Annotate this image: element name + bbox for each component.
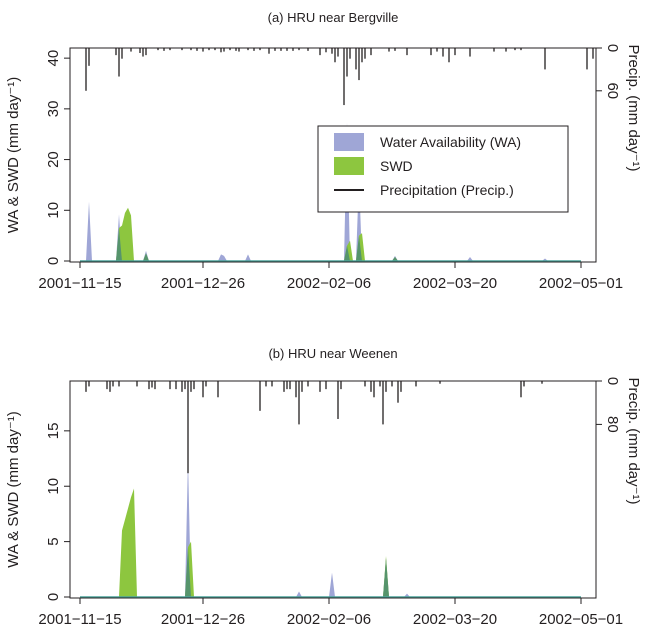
plot-area: [80, 381, 581, 598]
plot-area: [80, 48, 596, 262]
precip-axis-title: Precip. (mm day⁻¹): [625, 44, 642, 171]
overlap-peak: [185, 547, 191, 597]
overlap-peak: [356, 235, 362, 261]
y-axis-title: WA & SWD (mm day⁻¹): [5, 411, 22, 568]
legend-label-precip: Precipitation (Precip.): [380, 182, 514, 198]
y-tick-label: 10: [45, 202, 62, 219]
x-tick-label: 2001−11−15: [38, 275, 121, 292]
overlap-areas: [116, 228, 398, 261]
panel-title: (a) HRU near Bergville: [268, 10, 399, 25]
y-tick-label: 10: [45, 478, 62, 495]
precip-tick-label: 80: [604, 416, 621, 433]
y-tick-label: 0: [45, 257, 62, 265]
x-tick-label: 2002−05−01: [539, 611, 623, 628]
precipitation-bars: [85, 48, 594, 106]
chart-panel-a: [64, 47, 602, 268]
swd-area: [80, 488, 389, 597]
x-tick-label: 2002−05−01: [539, 275, 623, 292]
x-tick-label: 2002−02−06: [287, 611, 371, 628]
y-tick-label: 20: [45, 151, 62, 168]
x-tick-label: 2002−03−20: [413, 275, 497, 292]
y-tick-label: 40: [45, 50, 62, 67]
panel-title: (b) HRU near Weenen: [268, 346, 397, 361]
overlap-peak: [116, 228, 122, 261]
overlap-peak: [143, 253, 149, 261]
legend-label-wa: Water Availability (WA): [380, 134, 521, 150]
overlap-peak: [392, 256, 398, 261]
x-tick-label: 2001−11−15: [38, 611, 121, 628]
plot-frame: [69, 47, 597, 263]
precip-tick-label: 60: [604, 82, 621, 99]
precip-tick-label: 0: [604, 377, 621, 385]
plot-frame: [69, 380, 597, 599]
overlap-areas: [185, 547, 389, 597]
precip-tick-label: 0: [604, 44, 621, 52]
y-tick-label: 5: [45, 537, 62, 545]
x-tick-label: 2002−03−20: [413, 611, 497, 628]
y-axis-title: WA & SWD (mm day⁻¹): [5, 77, 22, 234]
legend: [317, 125, 569, 213]
x-tick-label: 2001−12−26: [161, 611, 245, 628]
y-tick-label: 15: [45, 423, 62, 440]
x-tick-label: 2002−02−06: [287, 275, 371, 292]
legend-swatch-swd: [334, 157, 364, 175]
precipitation-bars: [85, 381, 543, 474]
overlap-peak: [383, 558, 389, 597]
swd-area: [80, 207, 398, 261]
chart-panel-b: [64, 380, 602, 604]
legend-swatch-wa: [334, 133, 364, 151]
y-tick-label: 0: [45, 593, 62, 601]
precip-axis-title: Precip. (mm day⁻¹): [625, 377, 642, 504]
legend-label-swd: SWD: [380, 158, 413, 174]
x-tick-label: 2001−12−26: [161, 275, 245, 292]
y-tick-label: 30: [45, 101, 62, 118]
overlap-peak: [344, 245, 350, 261]
